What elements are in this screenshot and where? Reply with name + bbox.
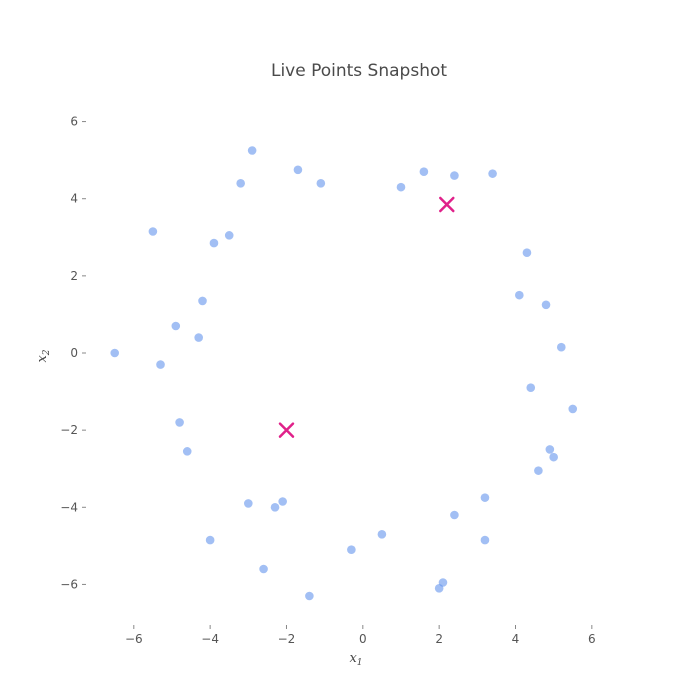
x-marker-stroke	[278, 422, 295, 438]
data-points	[110, 146, 578, 601]
data-point	[556, 342, 566, 352]
data-point	[224, 231, 234, 240]
data-point	[347, 545, 356, 555]
x-tick-label: 4	[512, 632, 520, 646]
data-point	[419, 167, 429, 177]
data-point	[526, 383, 536, 393]
x-axis-label-main: x	[349, 651, 357, 666]
data-point	[480, 535, 490, 545]
x-tick-label: 2	[435, 632, 443, 646]
x-tick-label: −6	[125, 632, 143, 646]
x-marker	[439, 196, 455, 213]
y-axis-ticks: −6 −4 −2 0 2 4 6	[60, 115, 86, 591]
data-point	[450, 171, 459, 180]
y-tick-label: 0	[70, 346, 78, 360]
data-point	[305, 591, 314, 601]
y-axis-label-subscript: 2	[42, 349, 52, 356]
data-point	[568, 404, 578, 414]
data-point	[522, 248, 532, 258]
data-point	[480, 493, 490, 502]
data-point	[515, 290, 524, 300]
data-point	[259, 564, 268, 574]
data-point	[434, 583, 444, 593]
x-marker	[278, 422, 295, 438]
data-point	[156, 360, 165, 369]
data-point	[194, 333, 203, 342]
y-tick-label: 6	[70, 115, 78, 129]
data-point	[545, 445, 555, 454]
data-point	[396, 182, 406, 192]
x-axis-ticks: −6 −4 −2 0 2 4 6	[125, 625, 596, 646]
data-point	[171, 321, 181, 331]
data-point	[247, 146, 257, 155]
data-point	[110, 348, 120, 358]
data-point	[148, 227, 158, 236]
x-tick-label: 6	[588, 632, 596, 646]
y-tick-label: −2	[60, 423, 78, 437]
data-point	[182, 447, 192, 456]
data-point	[205, 535, 215, 545]
chart-title: Live Points Snapshot	[271, 61, 447, 81]
data-point	[270, 502, 280, 512]
y-tick-label: −4	[60, 500, 78, 514]
y-tick-label: −6	[60, 577, 78, 591]
x-axis-label-subscript: 1	[357, 658, 363, 668]
data-point	[316, 178, 326, 188]
data-point	[198, 296, 207, 306]
data-point	[209, 238, 219, 248]
x-tick-label: 0	[359, 632, 367, 646]
data-point	[541, 300, 551, 310]
data-point	[293, 165, 303, 175]
data-point	[450, 510, 459, 520]
data-point	[244, 499, 253, 508]
y-axis-label-main: x	[35, 355, 50, 363]
data-point	[549, 452, 558, 462]
y-axis-label: x2	[35, 349, 52, 362]
y-tick-label: 4	[70, 192, 78, 206]
x-axis-label: x1	[349, 651, 362, 668]
data-point	[488, 169, 497, 178]
highlight-markers	[278, 196, 455, 438]
data-point	[278, 497, 287, 506]
x-tick-label: −4	[201, 632, 219, 646]
x-marker-stroke	[439, 196, 455, 213]
data-point	[377, 529, 387, 539]
data-point	[236, 178, 245, 188]
data-point	[534, 466, 543, 475]
x-tick-label: −2	[278, 632, 296, 646]
data-point	[175, 418, 184, 427]
y-tick-label: 2	[70, 269, 78, 283]
